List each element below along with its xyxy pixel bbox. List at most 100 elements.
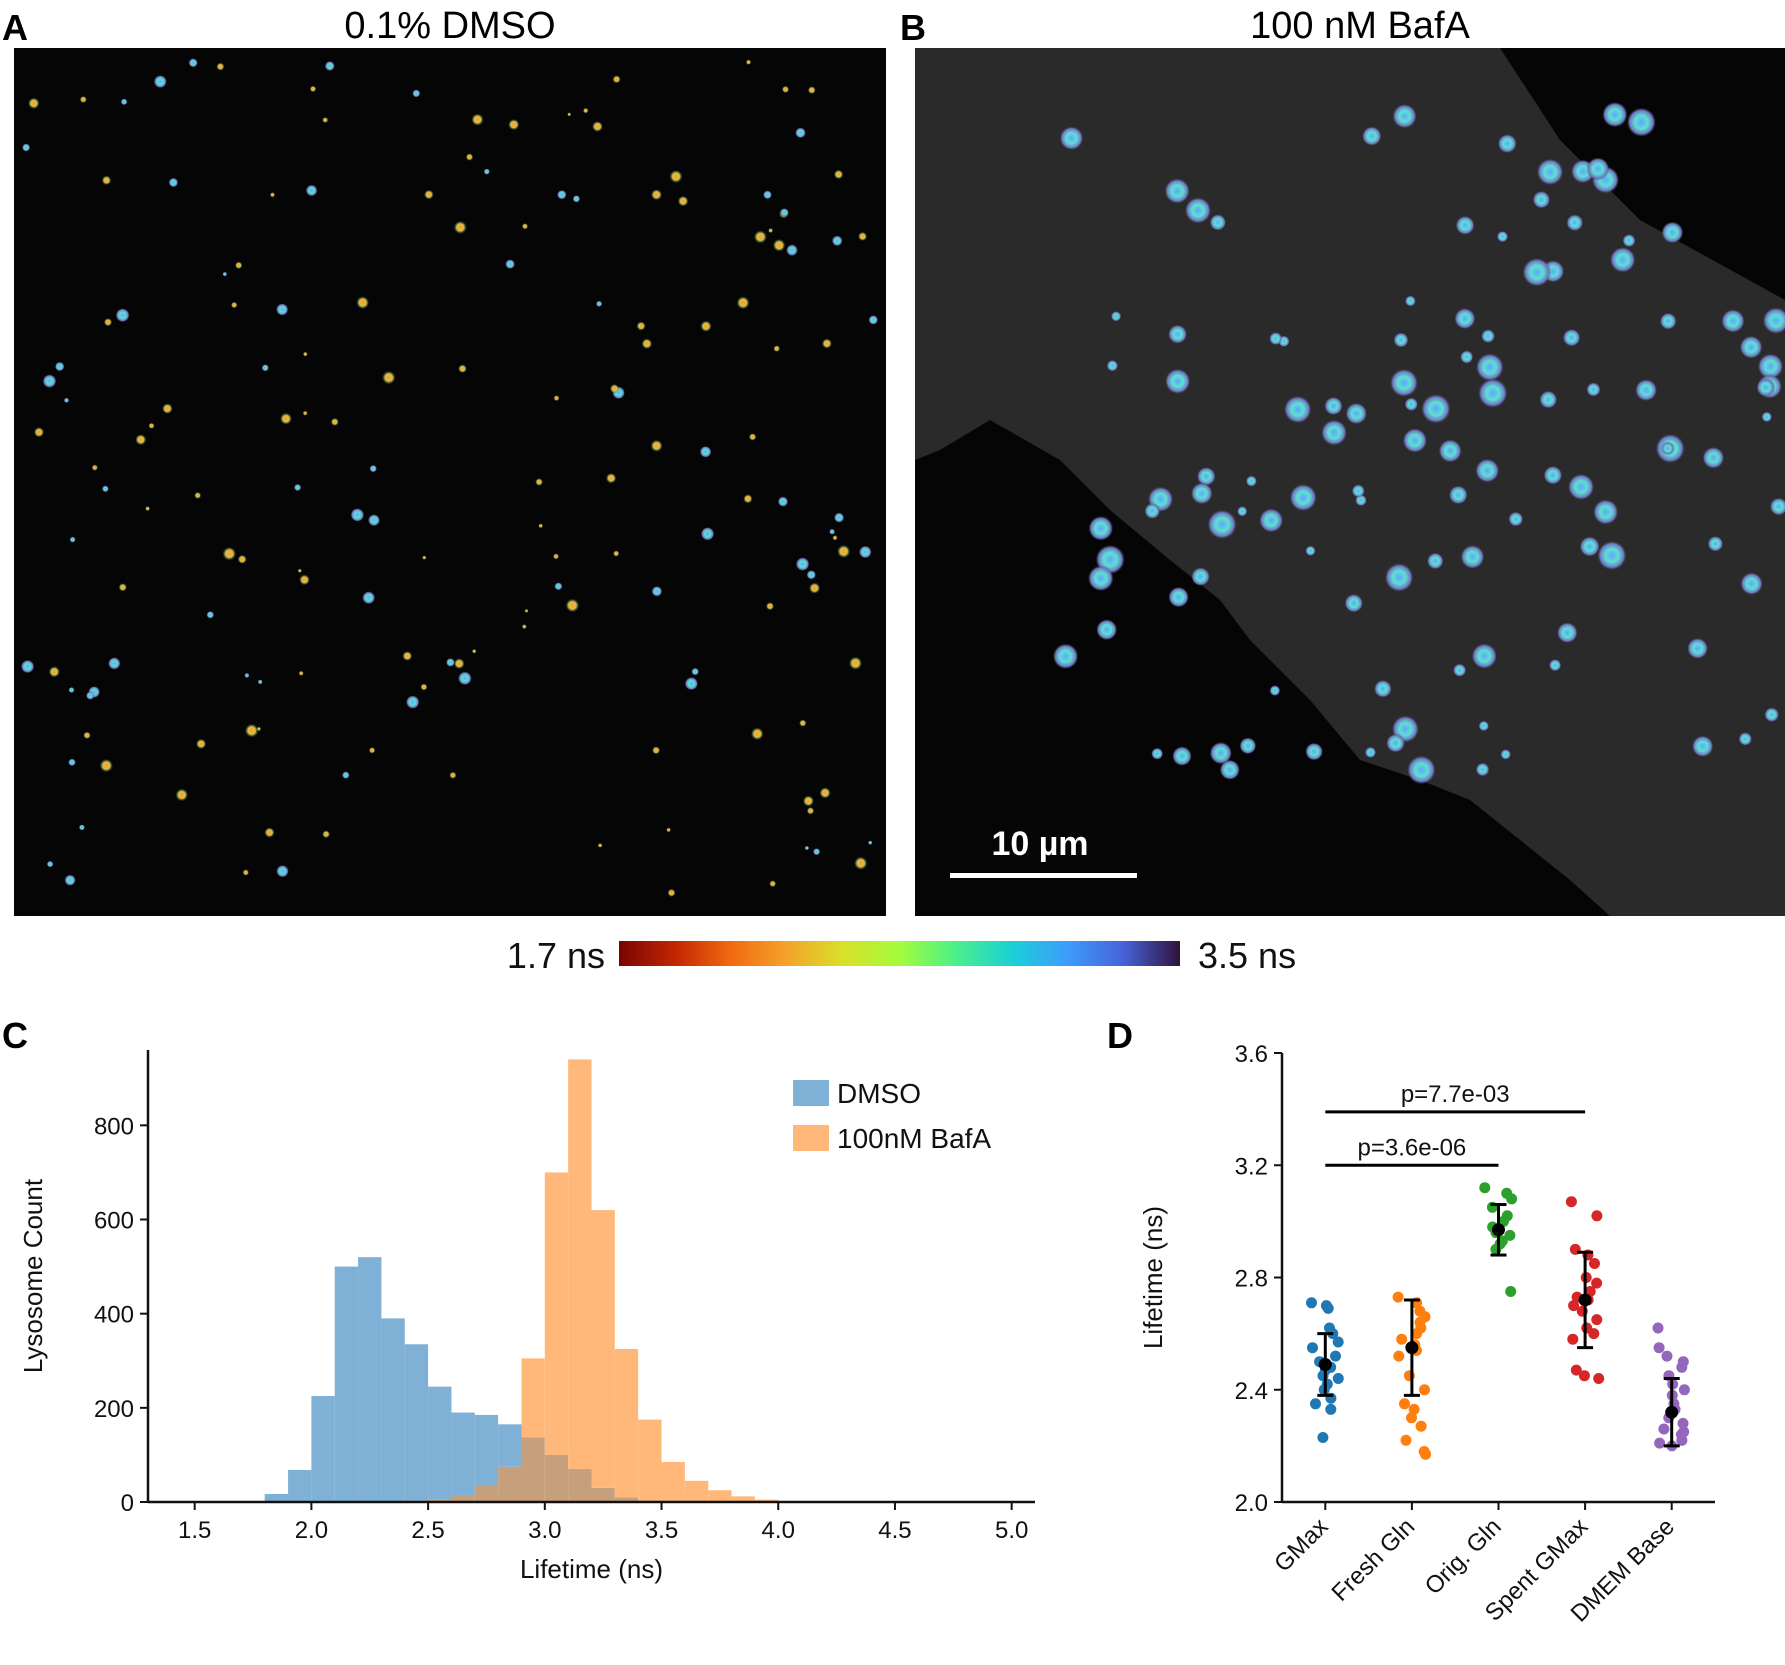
lysosome-dot bbox=[342, 771, 350, 779]
histogram-bar-overlap bbox=[591, 1487, 615, 1502]
lysosome-dot bbox=[453, 658, 465, 670]
data-point bbox=[1591, 1210, 1603, 1222]
lysosome-dot bbox=[222, 271, 227, 277]
panel-b-letter: B bbox=[900, 7, 926, 48]
legend-label: DMSO bbox=[837, 1078, 921, 1109]
colorbar-max-label: 3.5 ns bbox=[1198, 935, 1296, 976]
lysosome-dot bbox=[79, 95, 87, 104]
lysosome-dot bbox=[834, 512, 845, 523]
lysosome-dot bbox=[1475, 458, 1500, 483]
lysosome-dot bbox=[1549, 659, 1562, 672]
lysosome-dot bbox=[1622, 234, 1636, 248]
lysosome-dot bbox=[264, 827, 275, 838]
lysosome-dot bbox=[48, 666, 60, 678]
lysosome-dot bbox=[832, 535, 838, 541]
lysosome-dot bbox=[64, 397, 69, 403]
lysosome-dot bbox=[1597, 540, 1627, 571]
lysosome-dot bbox=[833, 169, 844, 180]
lysosome-dot bbox=[666, 827, 671, 833]
lysosome-dot bbox=[294, 484, 302, 491]
histogram-chart: 1.5 2.0 2.5 3.0 3.5 4.0 4.5 5.0 0 200 400 600 800 Lif… bbox=[18, 1050, 1035, 1584]
lysosome-dot bbox=[86, 691, 95, 700]
histogram-bar-bafa bbox=[708, 1490, 732, 1502]
lysosome-dot bbox=[553, 395, 560, 402]
lysosome-dot bbox=[162, 403, 173, 414]
x-tick-label: 2.0 bbox=[295, 1517, 328, 1544]
lysosome-dot bbox=[557, 190, 567, 200]
lysosome-dot bbox=[22, 143, 31, 152]
lysosome-dot bbox=[1190, 482, 1213, 505]
lysosome-dot bbox=[234, 261, 243, 270]
lysosome-dot bbox=[1448, 485, 1468, 505]
lysosome-dot bbox=[1151, 747, 1164, 760]
scale-bar bbox=[950, 873, 1137, 878]
lysosome-dot bbox=[597, 843, 603, 848]
lysosome-dot bbox=[613, 550, 620, 557]
lysosome-dot bbox=[743, 494, 753, 504]
histogram-bar-dmso bbox=[498, 1424, 522, 1467]
mean-marker bbox=[1318, 1357, 1332, 1371]
lysosome-dot bbox=[1389, 368, 1419, 397]
lysosome-dot bbox=[700, 527, 715, 541]
lysosome-dot bbox=[806, 807, 815, 815]
lysosome-dot bbox=[79, 824, 85, 831]
lysosome-dot bbox=[1556, 622, 1578, 644]
lysosome-dot bbox=[1635, 379, 1658, 402]
p-value-label: p=3.6e-06 bbox=[1358, 1134, 1467, 1161]
y-tick-label: 0 bbox=[121, 1490, 134, 1517]
x-tick-label: 3.5 bbox=[645, 1517, 678, 1544]
lysosome-dot bbox=[1165, 368, 1191, 394]
x-tick-label: 3.0 bbox=[528, 1517, 561, 1544]
lysosome-dot bbox=[356, 296, 370, 310]
lysosome-dot bbox=[1393, 332, 1409, 348]
lysosome-dot bbox=[521, 223, 529, 230]
lysosome-dot bbox=[1593, 499, 1619, 525]
lysosome-dot bbox=[535, 478, 543, 486]
histogram-bar-bafa bbox=[544, 1172, 569, 1455]
lysosome-dot bbox=[1757, 353, 1784, 380]
lysosome-dot bbox=[1475, 762, 1490, 777]
data-point bbox=[1591, 1314, 1603, 1326]
data-point bbox=[1393, 1350, 1405, 1362]
y-tick-label: 2.0 bbox=[1235, 1490, 1268, 1517]
lysosome-dot bbox=[795, 557, 810, 571]
lysosome-dot bbox=[781, 85, 790, 94]
lysosome-dot bbox=[748, 433, 757, 441]
lysosome-dot bbox=[406, 695, 420, 709]
panel-a-letter: A bbox=[2, 7, 28, 48]
mean-marker bbox=[1405, 1341, 1419, 1355]
lysosome-dot bbox=[1586, 157, 1610, 181]
panel-a-image bbox=[14, 48, 886, 916]
histogram-bar-bafa bbox=[731, 1496, 755, 1502]
lysosome-dot bbox=[1059, 126, 1084, 151]
lysosome-dot bbox=[829, 528, 835, 535]
lysosome-dot bbox=[230, 301, 238, 309]
lysosome-dot bbox=[64, 874, 76, 886]
lysosome-dot bbox=[244, 723, 259, 738]
lysosome-dot bbox=[684, 677, 699, 691]
lysosome-dot bbox=[276, 303, 289, 316]
lysosome-dot bbox=[471, 113, 484, 126]
histogram-bar-overlap bbox=[521, 1437, 545, 1502]
lysosome-dot bbox=[269, 192, 276, 198]
lysosome-dot bbox=[108, 657, 121, 670]
y-tick-label: 800 bbox=[94, 1113, 134, 1140]
lysosome-dot bbox=[1761, 411, 1773, 423]
lysosome-dot bbox=[362, 591, 376, 605]
x-tick-label: Fresh Gln bbox=[1327, 1513, 1421, 1607]
lysosome-dot bbox=[807, 86, 816, 95]
colorbar-min-label: 1.7 ns bbox=[507, 935, 605, 976]
data-point bbox=[1678, 1384, 1690, 1396]
lysosome-dot bbox=[1453, 663, 1467, 677]
lysosome-dot bbox=[1305, 742, 1323, 761]
lysosome-dot bbox=[1522, 257, 1552, 287]
lysosome-dot bbox=[1172, 746, 1192, 766]
lysosome-dot bbox=[1404, 397, 1419, 411]
data-point bbox=[1306, 1297, 1317, 1309]
lysosome-dot bbox=[1289, 483, 1317, 512]
lysosome-dot bbox=[1475, 353, 1504, 382]
scale-bar-label: 10 µm bbox=[991, 825, 1088, 863]
lysosome-dot bbox=[168, 177, 179, 188]
lysosome-dot bbox=[322, 117, 329, 123]
